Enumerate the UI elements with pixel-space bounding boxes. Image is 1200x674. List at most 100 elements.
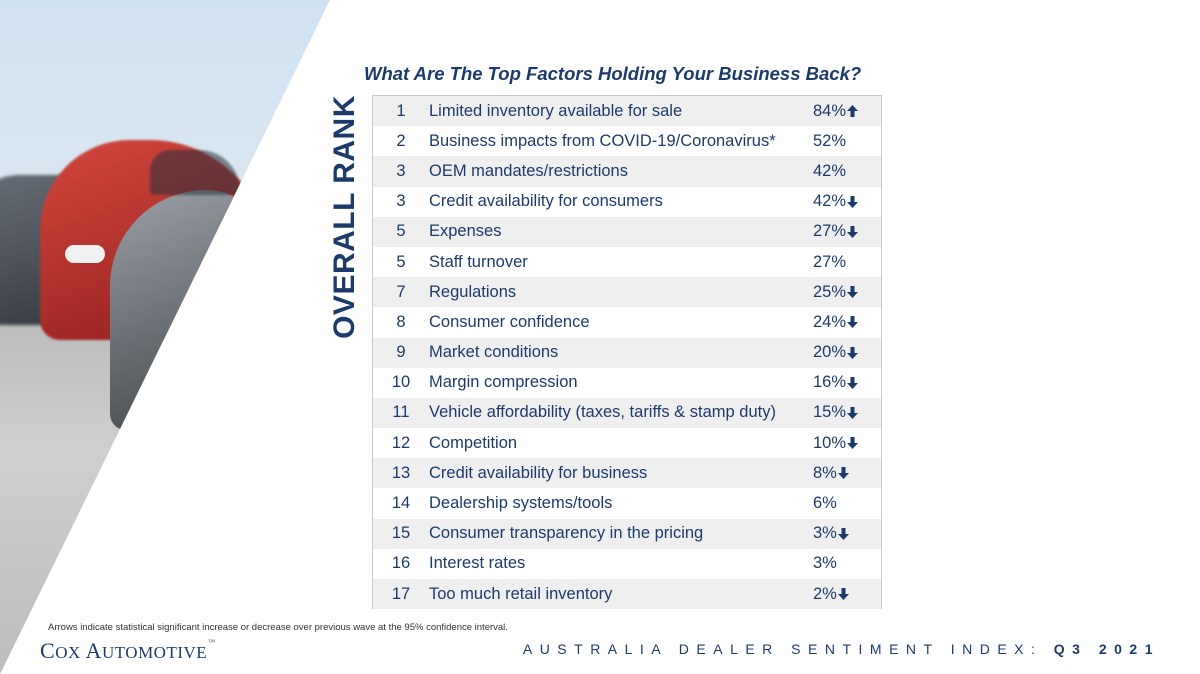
table-row: 13 Credit availability for business 8% [373,458,881,489]
percent-value: 15% [813,403,847,422]
factor-cell: Margin compression [429,373,578,392]
percent-value: 2% [813,584,837,603]
table-row: 3 OEM mandates/restrictions 42% [373,156,881,187]
percent-value: 3% [813,524,837,543]
rank-cell: 17 [391,584,411,603]
factor-cell: OEM mandates/restrictions [429,161,628,180]
arrow-down-icon [847,316,859,329]
percent-value: 42% [813,192,847,211]
rank-cell: 10 [391,373,411,392]
percent-cell: 84% [813,102,881,121]
logo-text: COX AUTOMOTIVE [40,638,208,663]
arrow-down-icon [837,588,849,601]
percent-cell: 15% [813,403,881,422]
table-row: 9 Market conditions 20% [373,337,881,368]
percent-cell: 3% [813,554,881,573]
rank-cell: 14 [391,494,411,513]
factor-cell: Expenses [429,222,502,241]
footnote: Arrows indicate statistical significant … [48,622,508,633]
table-row: 16 Interest rates 3% [373,548,881,579]
percent-cell: 42% [813,162,881,181]
rank-cell: 9 [396,343,406,362]
arrow-down-icon [847,225,859,238]
table-row: 1 Limited inventory available for sale 84% [373,96,881,127]
percent-cell: 27% [813,222,881,241]
overall-rank-label: OVERALL RANK [328,95,361,339]
table-row: 5 Expenses 27% [373,216,881,247]
percent-cell: 27% [813,253,881,272]
table-row: 2 Business impacts from COVID-19/Coronavi… [373,126,881,157]
percent-value: 84% [813,101,847,120]
percent-value: 42% [813,161,847,180]
rank-cell: 5 [396,222,406,241]
percent-cell: 8% [813,464,881,483]
arrow-down-icon [847,195,859,208]
footer-period: Q3 2021 [1053,641,1160,657]
factor-cell: Consumer confidence [429,312,590,331]
percent-cell: 2% [813,585,881,604]
rank-cell: 13 [391,463,411,482]
rank-cell: 15 [391,524,411,543]
percent-value: 6% [813,494,837,513]
percent-cell: 20% [813,343,881,362]
percent-value: 25% [813,282,847,301]
percent-value: 10% [813,433,847,452]
table-row: 5 Staff turnover 27% [373,246,881,278]
footer-label: AUSTRALIA DEALER SENTIMENT INDEX: [522,641,1043,657]
percent-value: 24% [813,312,847,331]
arrow-down-icon [847,376,859,389]
ranking-table: 1 Limited inventory available for sale 84%… [372,95,882,610]
arrow-down-icon [847,286,859,299]
factor-cell: Business impacts from COVID-19/Coronavir… [429,131,776,150]
factor-cell: Staff turnover [429,252,528,271]
table-row: 3 Credit availability for consumers 42% [373,186,881,217]
arrow-down-icon [837,467,849,480]
arrow-down-icon [847,437,859,450]
factor-cell: Too much retail inventory [429,584,613,603]
rank-cell: 1 [396,101,406,120]
percent-value: 20% [813,343,847,362]
percent-cell: 24% [813,313,881,332]
table-row: 10 Margin compression 16% [373,367,881,398]
factor-cell: Competition [429,433,518,452]
trademark: ™ [208,638,216,646]
percent-cell: 16% [813,373,881,392]
background-car-photo [0,0,330,674]
percent-cell: 10% [813,434,881,453]
table-row: 7 Regulations 25% [373,277,881,308]
factor-cell: Interest rates [429,554,526,573]
percent-value: 3% [813,554,837,573]
rank-cell: 7 [396,282,406,301]
rank-cell: 12 [391,433,411,452]
rank-cell: 11 [392,403,410,422]
factor-cell: Market conditions [429,343,559,362]
factor-cell: Credit availability for consumers [429,192,663,211]
table-row: 17 Too much retail inventory 2% [373,579,881,610]
percent-cell: 6% [813,494,881,513]
percent-cell: 3% [813,524,881,543]
rank-cell: 16 [391,554,411,573]
factor-cell: Limited inventory available for sale [429,101,683,120]
percent-cell: 52% [813,132,881,151]
percent-value: 52% [813,131,847,150]
factor-cell: Credit availability for business [429,463,648,482]
rank-cell: 8 [396,312,406,331]
factor-cell: Dealership systems/tools [429,494,613,513]
factor-cell: Vehicle affordability (taxes, tariffs & … [429,403,776,422]
footer-index-label: AUSTRALIA DEALER SENTIMENT INDEX: Q3 202… [523,641,1160,657]
cox-automotive-logo: COX AUTOMOTIVE™ [40,638,216,664]
arrow-down-icon [837,527,849,540]
percent-value: 27% [813,222,847,241]
percent-value: 27% [813,252,847,271]
percent-cell: 25% [813,283,881,302]
table-row: 11 Vehicle affordability (taxes, tariffs … [373,397,881,429]
rank-cell: 5 [396,252,406,271]
percent-cell: 42% [813,192,881,211]
rank-cell: 2 [396,131,406,150]
table-row: 14 Dealership systems/tools 6% [373,488,881,519]
slide-title: What Are The Top Factors Holding Your Bu… [364,63,862,84]
table-row: 12 Competition 10% [373,428,881,459]
arrow-up-icon [847,105,859,118]
percent-value: 16% [813,373,847,392]
arrow-down-icon [847,346,859,359]
